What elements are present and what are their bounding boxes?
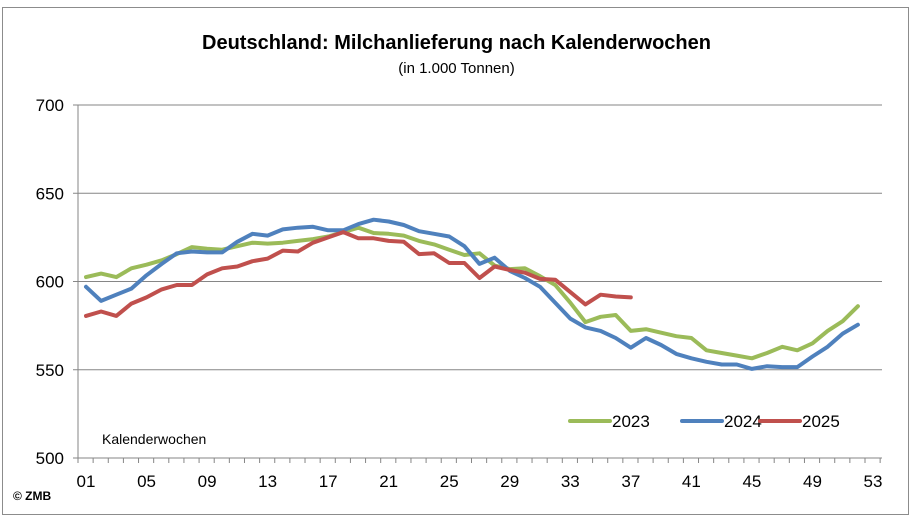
x-tick-label: 53 <box>864 472 883 491</box>
series-line-2025 <box>84 230 633 318</box>
gridlines <box>73 104 882 459</box>
series-line-2023 <box>84 225 860 361</box>
series-line-2024 <box>84 217 860 371</box>
x-tick-label: 37 <box>621 472 640 491</box>
x-tick-label: 33 <box>561 472 580 491</box>
x-tick-label: 21 <box>379 472 398 491</box>
x-tick-label: 13 <box>258 472 277 491</box>
y-tick-label: 600 <box>36 273 64 292</box>
x-tick-label: 09 <box>198 472 217 491</box>
legend: 2023 2024 2025 <box>568 412 840 431</box>
y-tick-label: 650 <box>36 184 64 203</box>
copyright-text: © ZMB <box>13 489 52 503</box>
x-tick-label: 41 <box>682 472 701 491</box>
x-tick-label: 45 <box>742 472 761 491</box>
x-tick-label: 25 <box>440 472 459 491</box>
y-tick-label: 500 <box>36 449 64 468</box>
x-tick-label: 05 <box>137 472 156 491</box>
chart-subtitle: (in 1.000 Tonnen) <box>398 60 515 77</box>
legend-label-2023: 2023 <box>612 412 650 431</box>
x-tick-label: 49 <box>803 472 822 491</box>
x-tick-label: 29 <box>500 472 519 491</box>
legend-label-2025: 2025 <box>802 412 840 431</box>
series-lines <box>84 217 860 371</box>
axes <box>77 105 882 463</box>
y-tick-label: 550 <box>36 361 64 380</box>
x-tick-label: 01 <box>77 472 96 491</box>
y-tick-labels: 500 550 600 650 700 <box>36 96 64 468</box>
chart-title: Deutschland: Milchanlieferung nach Kalen… <box>202 32 711 54</box>
x-axis-label: Kalenderwochen <box>102 431 206 447</box>
y-tick-label: 700 <box>36 96 64 115</box>
x-tick-labels: 01 05 09 13 17 21 25 29 33 37 41 45 49 53 <box>77 472 883 491</box>
legend-label-2024: 2024 <box>724 412 762 431</box>
x-tick-label: 17 <box>319 472 338 491</box>
